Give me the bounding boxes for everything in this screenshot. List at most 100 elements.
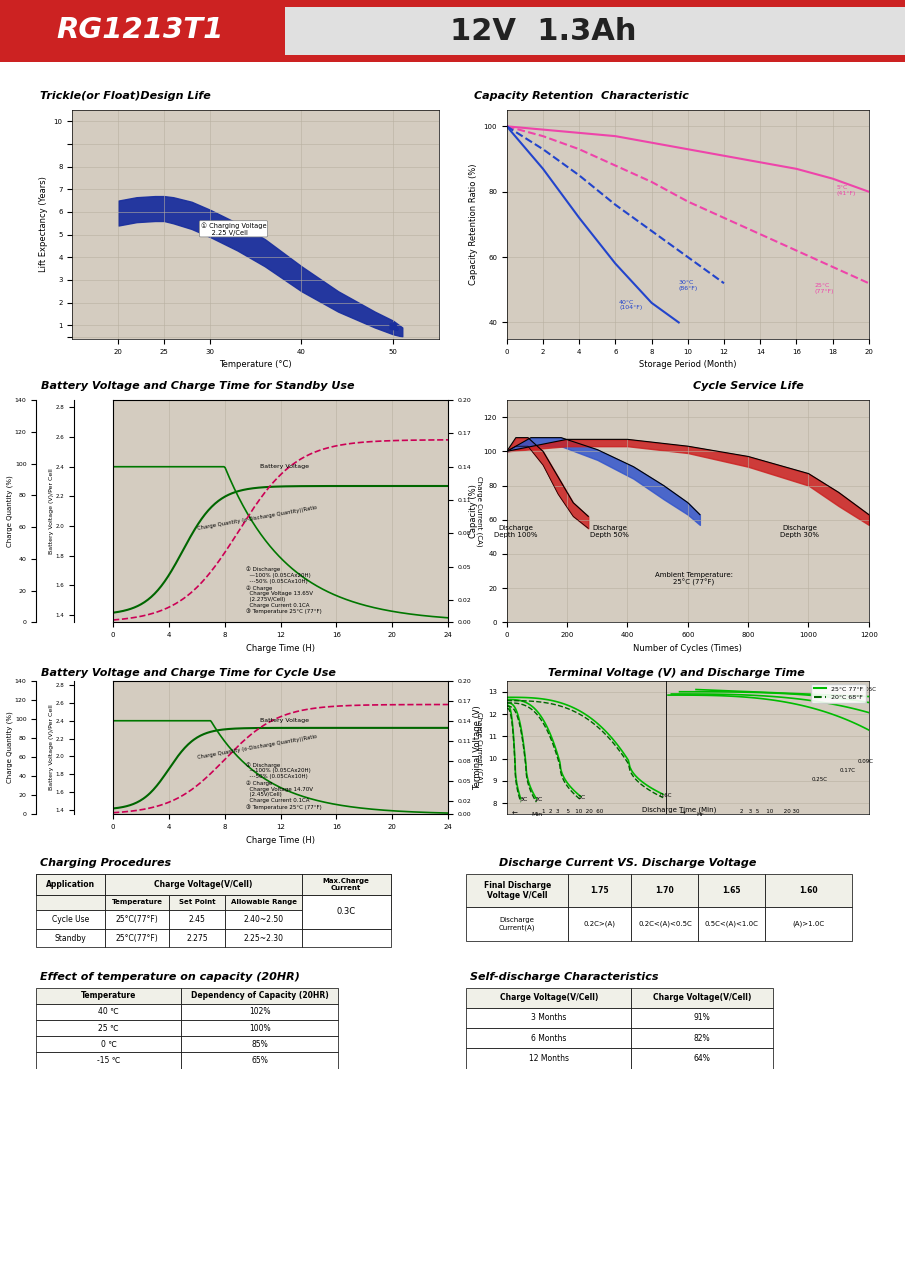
FancyBboxPatch shape bbox=[36, 895, 105, 910]
Text: Charge Voltage(V/Cell): Charge Voltage(V/Cell) bbox=[653, 993, 751, 1002]
FancyBboxPatch shape bbox=[466, 988, 632, 1007]
FancyBboxPatch shape bbox=[181, 1037, 338, 1052]
Text: 12V  1.3Ah: 12V 1.3Ah bbox=[450, 17, 636, 46]
Text: Dependency of Capacity (20HR): Dependency of Capacity (20HR) bbox=[191, 991, 329, 1000]
FancyBboxPatch shape bbox=[105, 873, 302, 895]
Text: Battery Voltage and Charge Time for Cycle Use: Battery Voltage and Charge Time for Cycl… bbox=[42, 668, 336, 678]
FancyBboxPatch shape bbox=[181, 1052, 338, 1069]
X-axis label: Charge Time (H): Charge Time (H) bbox=[246, 644, 315, 653]
FancyBboxPatch shape bbox=[36, 910, 105, 929]
Text: 3 Months: 3 Months bbox=[531, 1014, 567, 1023]
Text: 0.09C: 0.09C bbox=[857, 759, 873, 764]
FancyBboxPatch shape bbox=[181, 1020, 338, 1037]
Text: 1  2  3    5   10  20  60: 1 2 3 5 10 20 60 bbox=[542, 809, 604, 814]
Text: 0.2C<(A)<0.5C: 0.2C<(A)<0.5C bbox=[638, 922, 691, 928]
FancyBboxPatch shape bbox=[225, 929, 302, 947]
Y-axis label: Capacity Retention Ratio (%): Capacity Retention Ratio (%) bbox=[469, 164, 478, 285]
FancyBboxPatch shape bbox=[302, 910, 391, 929]
Text: 2C: 2C bbox=[535, 797, 543, 803]
Text: Max.Charge
Current: Max.Charge Current bbox=[323, 878, 370, 891]
X-axis label: Storage Period (Month): Storage Period (Month) bbox=[639, 360, 737, 369]
FancyBboxPatch shape bbox=[36, 873, 105, 895]
FancyBboxPatch shape bbox=[105, 929, 169, 947]
Y-axis label: Battery Voltage (V)/Per Cell: Battery Voltage (V)/Per Cell bbox=[50, 704, 54, 790]
Text: 2.40~2.50: 2.40~2.50 bbox=[243, 915, 284, 924]
Y-axis label: Charge Current (CA): Charge Current (CA) bbox=[476, 476, 482, 547]
Text: Discharge
Depth 30%: Discharge Depth 30% bbox=[780, 525, 819, 538]
Text: Discharge
Depth 100%: Discharge Depth 100% bbox=[494, 525, 538, 538]
FancyBboxPatch shape bbox=[302, 873, 391, 895]
Text: 2.45: 2.45 bbox=[189, 915, 205, 924]
FancyBboxPatch shape bbox=[699, 873, 766, 908]
FancyBboxPatch shape bbox=[181, 1004, 338, 1020]
Y-axis label: Capacity (%): Capacity (%) bbox=[469, 484, 478, 538]
Text: 91%: 91% bbox=[694, 1014, 710, 1023]
FancyBboxPatch shape bbox=[105, 873, 169, 895]
Text: 1.75: 1.75 bbox=[591, 886, 609, 895]
FancyBboxPatch shape bbox=[225, 873, 302, 895]
Text: ① Charging Voltage
     2.25 V/Cell: ① Charging Voltage 2.25 V/Cell bbox=[201, 221, 266, 236]
Bar bbox=[0, 0, 905, 8]
Text: (A)>1.0C: (A)>1.0C bbox=[793, 922, 824, 928]
Text: 1C: 1C bbox=[577, 795, 586, 800]
Text: 40°C
(104°F): 40°C (104°F) bbox=[619, 300, 643, 310]
Text: Charge Voltage(V/Cell): Charge Voltage(V/Cell) bbox=[154, 879, 252, 888]
Text: Charge Quantity (o-Discharge Quantity)(Ratio: Charge Quantity (o-Discharge Quantity)(R… bbox=[197, 506, 317, 531]
FancyBboxPatch shape bbox=[568, 908, 632, 941]
FancyBboxPatch shape bbox=[632, 908, 699, 941]
Polygon shape bbox=[0, 0, 339, 61]
FancyBboxPatch shape bbox=[169, 895, 225, 910]
Text: 1.70: 1.70 bbox=[655, 886, 674, 895]
Text: 82%: 82% bbox=[694, 1034, 710, 1043]
Text: Charge Voltage(V/Cell): Charge Voltage(V/Cell) bbox=[500, 993, 598, 1002]
Text: 0.17C: 0.17C bbox=[839, 768, 855, 773]
FancyBboxPatch shape bbox=[225, 895, 302, 910]
Text: Allowable Range: Allowable Range bbox=[231, 899, 297, 905]
FancyBboxPatch shape bbox=[36, 929, 105, 947]
Text: 2   3  5    10      20 30: 2 3 5 10 20 30 bbox=[740, 809, 800, 814]
Text: Hr: Hr bbox=[696, 812, 703, 817]
Text: 0.3C: 0.3C bbox=[337, 908, 356, 916]
Text: 100%: 100% bbox=[249, 1024, 271, 1033]
FancyBboxPatch shape bbox=[632, 873, 699, 908]
Y-axis label: Charge Quantity (%): Charge Quantity (%) bbox=[7, 475, 14, 547]
Text: Self-discharge Characteristics: Self-discharge Characteristics bbox=[471, 973, 659, 982]
Text: Set Point: Set Point bbox=[179, 899, 215, 905]
Text: Final Discharge
Voltage V/Cell: Final Discharge Voltage V/Cell bbox=[483, 881, 551, 900]
FancyBboxPatch shape bbox=[36, 1004, 181, 1020]
Text: Charging Procedures: Charging Procedures bbox=[41, 859, 172, 868]
FancyBboxPatch shape bbox=[36, 988, 181, 1004]
Text: 25°C(77°F): 25°C(77°F) bbox=[116, 933, 158, 942]
FancyBboxPatch shape bbox=[302, 895, 391, 929]
Text: 40 ℃: 40 ℃ bbox=[99, 1007, 119, 1016]
Bar bbox=[285, 0, 905, 61]
Text: 102%: 102% bbox=[249, 1007, 271, 1016]
Text: Temperature: Temperature bbox=[81, 991, 137, 1000]
FancyBboxPatch shape bbox=[181, 988, 338, 1004]
X-axis label: Temperature (°C): Temperature (°C) bbox=[219, 360, 292, 369]
Text: 0.5C<(A)<1.0C: 0.5C<(A)<1.0C bbox=[705, 922, 758, 928]
Text: Capacity Retention  Characteristic: Capacity Retention Characteristic bbox=[474, 91, 690, 101]
Text: →: → bbox=[680, 810, 685, 817]
Text: Discharge Time (Min): Discharge Time (Min) bbox=[643, 806, 717, 813]
FancyBboxPatch shape bbox=[632, 1028, 773, 1048]
Y-axis label: Battery Voltage (V)/Per Cell: Battery Voltage (V)/Per Cell bbox=[50, 468, 54, 554]
Text: Cycle Use: Cycle Use bbox=[52, 915, 89, 924]
FancyBboxPatch shape bbox=[302, 895, 391, 910]
Text: Discharge
Current(A): Discharge Current(A) bbox=[499, 918, 536, 931]
Y-axis label: Charge Quantity (%): Charge Quantity (%) bbox=[7, 712, 14, 783]
FancyBboxPatch shape bbox=[466, 1007, 632, 1028]
Text: Battery Voltage: Battery Voltage bbox=[260, 465, 309, 470]
FancyBboxPatch shape bbox=[632, 988, 773, 1007]
Text: 25°C(77°F): 25°C(77°F) bbox=[116, 915, 158, 924]
FancyBboxPatch shape bbox=[302, 873, 391, 895]
Text: Standby: Standby bbox=[54, 933, 86, 942]
X-axis label: Number of Cycles (Times): Number of Cycles (Times) bbox=[634, 644, 742, 653]
FancyBboxPatch shape bbox=[36, 873, 105, 895]
FancyBboxPatch shape bbox=[632, 1007, 773, 1028]
Text: Min: Min bbox=[531, 812, 543, 817]
Text: 64%: 64% bbox=[694, 1053, 710, 1062]
FancyBboxPatch shape bbox=[105, 895, 169, 910]
Text: Discharge
Depth 50%: Discharge Depth 50% bbox=[590, 525, 629, 538]
FancyBboxPatch shape bbox=[302, 929, 391, 947]
